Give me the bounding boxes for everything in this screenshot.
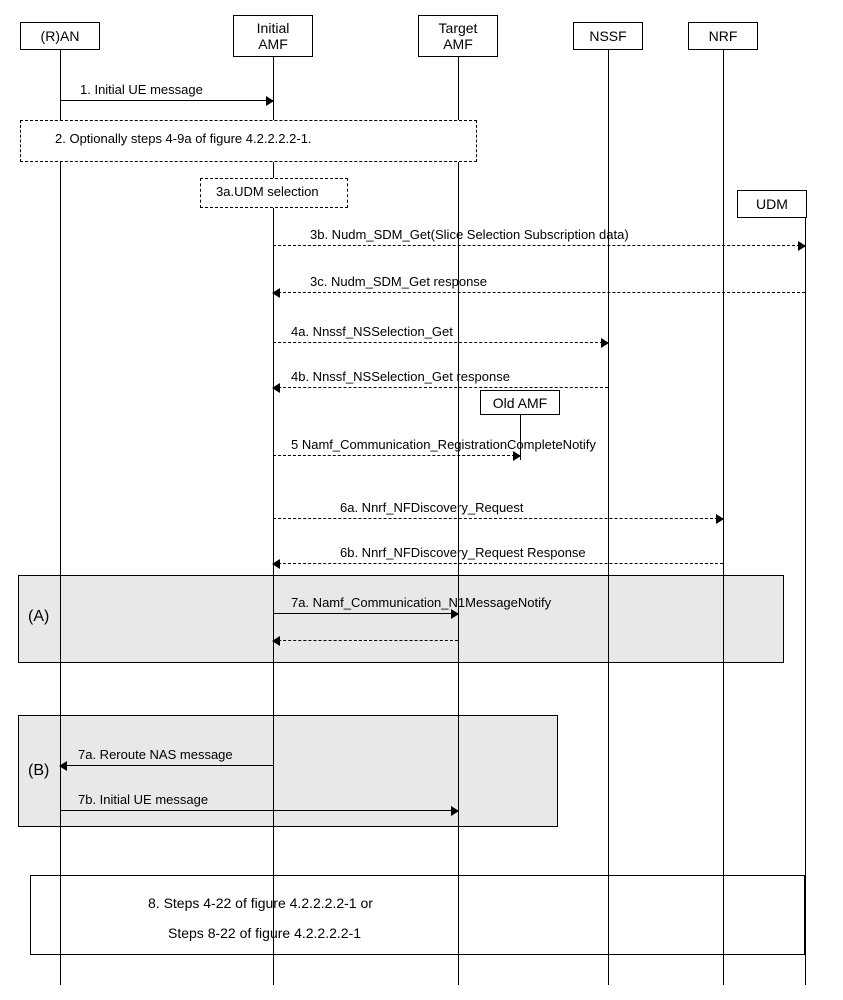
m6b-arrow xyxy=(273,563,723,564)
initial-amf-label: InitialAMF xyxy=(257,20,290,52)
m1-label: 1. Initial UE message xyxy=(80,82,203,97)
m7b-label: 7b. Initial UE message xyxy=(78,792,208,807)
udm-actor: UDM xyxy=(737,190,807,218)
m5-arrow xyxy=(273,455,520,456)
m7a-top-arrow1 xyxy=(273,613,458,614)
m3b-arrow xyxy=(273,245,805,246)
m4a-arrow xyxy=(273,342,608,343)
ran-lifeline xyxy=(60,50,61,985)
m2-label: 2. Optionally steps 4-9a of figure 4.2.2… xyxy=(55,131,312,146)
m7b-arrow xyxy=(60,810,458,811)
m1-arrow xyxy=(60,100,273,101)
m8a-label: 8. Steps 4-22 of figure 4.2.2.2.2-1 or xyxy=(148,895,373,911)
m4b-label: 4b. Nnssf_NSSelection_Get response xyxy=(291,369,510,384)
ran-label: (R)AN xyxy=(41,28,80,44)
m6b-label: 6b. Nnrf_NFDiscovery_Request Response xyxy=(340,545,586,560)
nrf-label: NRF xyxy=(709,28,738,44)
m3a-label: 3a.UDM selection xyxy=(216,184,319,199)
nssf-label: NSSF xyxy=(589,28,626,44)
initial-amf-actor: InitialAMF xyxy=(233,15,313,57)
m7a-bot-label: 7a. Reroute NAS message xyxy=(78,747,233,762)
sequence-diagram: { "actors": { "ran": {"label": "(R)AN", … xyxy=(0,0,843,1000)
section-b-label: (B) xyxy=(28,762,49,780)
m6a-label: 6a. Nnrf_NFDiscovery_Request xyxy=(340,500,524,515)
section-a-label: (A) xyxy=(28,608,49,626)
nssf-actor: NSSF xyxy=(573,22,643,50)
m3b-label: 3b. Nudm_SDM_Get(Slice Selection Subscri… xyxy=(310,227,629,242)
old-amf-actor: Old AMF xyxy=(480,390,560,415)
m3c-label: 3c. Nudm_SDM_Get response xyxy=(310,274,487,289)
target-amf-label: TargetAMF xyxy=(439,20,478,52)
m3c-arrow xyxy=(273,292,805,293)
target-amf-actor: TargetAMF xyxy=(418,15,498,57)
target-amf-lifeline xyxy=(458,57,459,985)
ran-actor: (R)AN xyxy=(20,22,100,50)
m7a-bot-arrow xyxy=(60,765,273,766)
m6a-arrow xyxy=(273,518,723,519)
step8-box xyxy=(30,875,805,955)
section-a-box xyxy=(18,575,784,663)
udm-label: UDM xyxy=(756,196,788,212)
nrf-actor: NRF xyxy=(688,22,758,50)
m5-label: 5 Namf_Communication_RegistrationComplet… xyxy=(291,437,596,452)
m7a-top-arrow2 xyxy=(273,640,458,641)
m7a-top-label: 7a. Namf_Communication_N1MessageNotify xyxy=(291,595,551,610)
m4a-label: 4a. Nnssf_NSSelection_Get xyxy=(291,324,453,339)
udm-lifeline xyxy=(805,218,806,985)
old-amf-label: Old AMF xyxy=(493,395,547,411)
m8b-label: Steps 8-22 of figure 4.2.2.2.2-1 xyxy=(168,925,361,941)
m4b-arrow xyxy=(273,387,608,388)
